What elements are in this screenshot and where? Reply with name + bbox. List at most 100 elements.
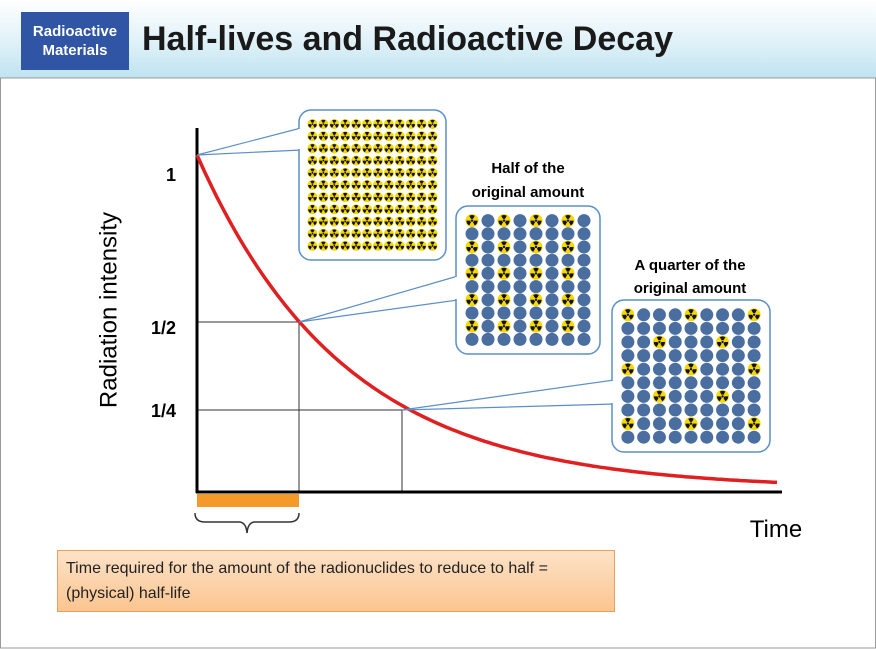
radioactive-atom [329, 204, 339, 214]
radioactive-atom [373, 143, 383, 153]
decayed-atom [621, 349, 634, 362]
radioactive-atom [621, 308, 634, 321]
radioactive-atom [466, 293, 479, 306]
radioactive-atom [417, 143, 427, 153]
radioactive-atom [530, 293, 543, 306]
decayed-atom [637, 376, 650, 389]
radioactive-atom [362, 168, 372, 178]
radioactive-atom [406, 119, 416, 129]
callout-label: Half of the [491, 160, 564, 177]
radioactive-atom [466, 214, 479, 227]
decayed-atom [653, 417, 666, 430]
decayed-atom [653, 363, 666, 376]
decayed-atom [653, 308, 666, 321]
decayed-atom [546, 333, 559, 346]
radioactive-atom [318, 156, 328, 166]
decayed-atom [669, 308, 682, 321]
decayed-atom [578, 307, 591, 320]
radioactive-atom [417, 241, 427, 251]
radioactive-atom [384, 131, 394, 141]
radioactive-atom [498, 241, 511, 254]
decayed-atom [482, 320, 495, 333]
radioactive-atom [384, 192, 394, 202]
decayed-atom [669, 349, 682, 362]
radioactive-atom [329, 180, 339, 190]
callout-label: A quarter of the [634, 257, 745, 274]
radioactive-atom [621, 363, 634, 376]
radioactive-atom [562, 320, 575, 333]
radioactive-atom [340, 180, 350, 190]
decayed-atom [546, 227, 559, 240]
radioactive-atom [318, 241, 328, 251]
radioactive-atom [362, 229, 372, 239]
radioactive-atom [362, 156, 372, 166]
decayed-atom [482, 241, 495, 254]
decayed-atom [685, 431, 698, 444]
decayed-atom [669, 336, 682, 349]
radioactive-atom [395, 204, 405, 214]
radioactive-atom [417, 156, 427, 166]
callout-mask [611, 381, 615, 403]
decayed-atom [621, 322, 634, 335]
decayed-atom [716, 308, 729, 321]
radioactive-atom [417, 192, 427, 202]
decayed-atom [637, 417, 650, 430]
decayed-atom [466, 254, 479, 267]
radioactive-atom [384, 143, 394, 153]
decayed-atom [578, 241, 591, 254]
decayed-atom [562, 307, 575, 320]
radioactive-atom [362, 131, 372, 141]
decayed-atom [578, 254, 591, 267]
radioactive-atom [329, 119, 339, 129]
decayed-atom [669, 363, 682, 376]
decayed-atom [546, 267, 559, 280]
radioactive-atom [498, 267, 511, 280]
decayed-atom [669, 404, 682, 417]
radioactive-atom [373, 204, 383, 214]
callout-pointer [299, 276, 458, 322]
radioactive-atom [307, 241, 317, 251]
decayed-atom [482, 293, 495, 306]
decayed-atom [578, 227, 591, 240]
radioactive-atom [373, 156, 383, 166]
decayed-atom [637, 336, 650, 349]
radioactive-atom [318, 229, 328, 239]
radioactive-atom [498, 320, 511, 333]
decayed-atom [748, 404, 761, 417]
decayed-atom [482, 307, 495, 320]
decayed-atom [700, 336, 713, 349]
callout-mask [455, 277, 459, 299]
decayed-atom [700, 376, 713, 389]
radioactive-atom [384, 241, 394, 251]
radioactive-atom [329, 241, 339, 251]
decayed-atom [514, 333, 527, 346]
decayed-atom [514, 307, 527, 320]
radioactive-atom [406, 180, 416, 190]
radioactive-atom [530, 214, 543, 227]
radioactive-atom [362, 180, 372, 190]
radioactive-atom [406, 143, 416, 153]
decayed-atom [748, 431, 761, 444]
radioactive-atom [530, 267, 543, 280]
decayed-atom [732, 308, 745, 321]
radioactive-atom [351, 217, 361, 227]
decayed-atom [732, 390, 745, 403]
decayed-atom [466, 307, 479, 320]
decayed-atom [514, 241, 527, 254]
radioactive-atom [329, 143, 339, 153]
decayed-atom [482, 214, 495, 227]
decayed-atom [637, 349, 650, 362]
radioactive-atom [685, 308, 698, 321]
decayed-atom [700, 390, 713, 403]
radioactive-atom [307, 156, 317, 166]
radioactive-atom [351, 180, 361, 190]
radioactive-atom [384, 229, 394, 239]
decayed-atom [732, 404, 745, 417]
radioactive-atom [318, 180, 328, 190]
radioactive-atom [373, 180, 383, 190]
decayed-atom [748, 322, 761, 335]
radioactive-atom [417, 119, 427, 129]
decayed-atom [716, 417, 729, 430]
decayed-atom [621, 376, 634, 389]
radioactive-atom [307, 143, 317, 153]
